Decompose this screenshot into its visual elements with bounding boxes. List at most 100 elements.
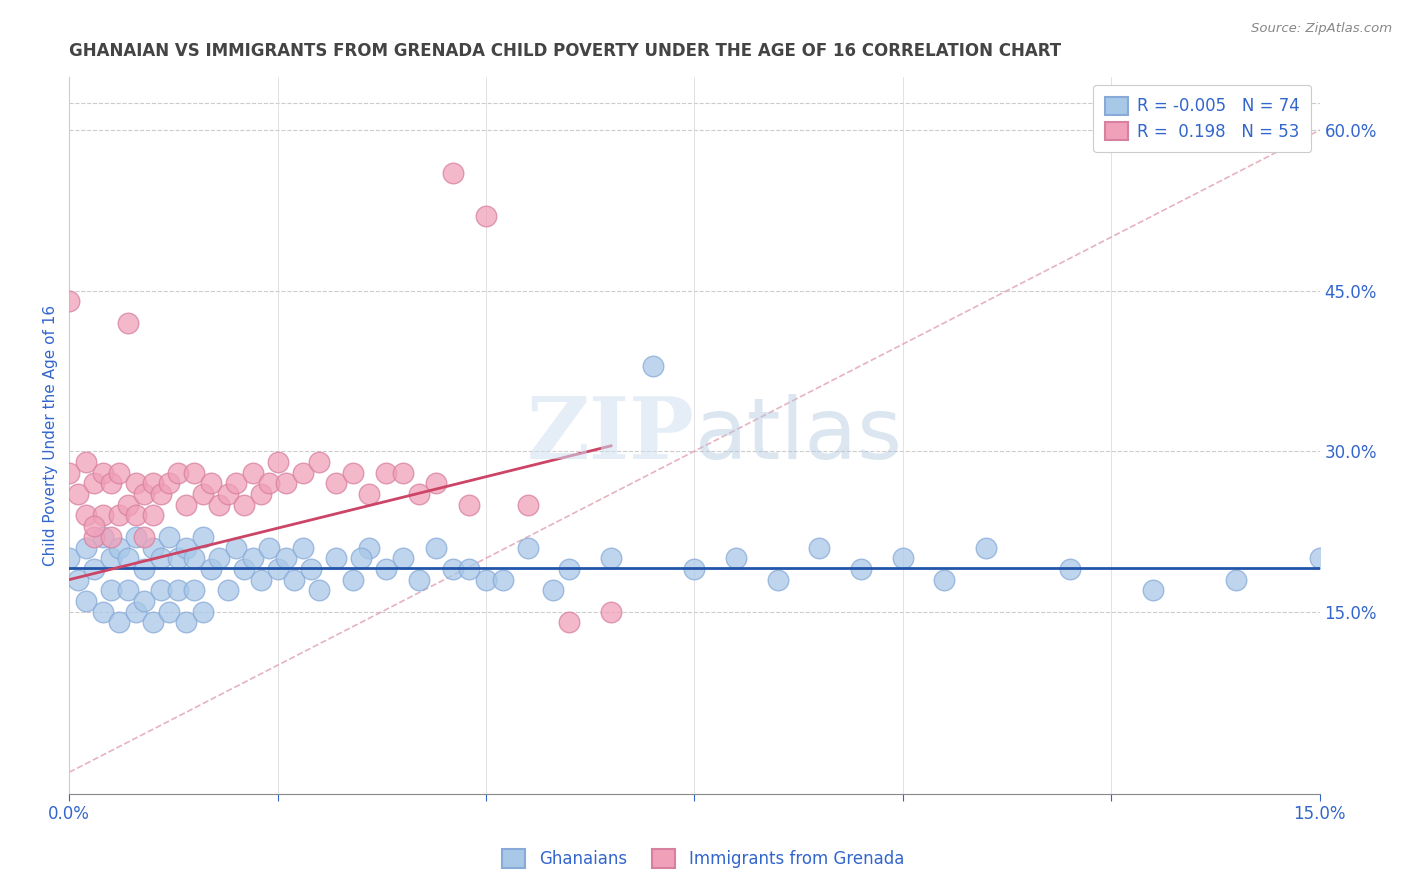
- Point: [125, 508, 148, 523]
- Point: [166, 551, 188, 566]
- Point: [142, 508, 165, 523]
- Point: [291, 466, 314, 480]
- Point: [100, 530, 122, 544]
- Point: [808, 541, 831, 555]
- Point: [259, 541, 281, 555]
- Point: [274, 476, 297, 491]
- Point: [325, 551, 347, 566]
- Point: [291, 541, 314, 555]
- Point: [174, 615, 197, 630]
- Point: [142, 476, 165, 491]
- Point: [516, 541, 538, 555]
- Point: [350, 551, 373, 566]
- Point: [600, 551, 623, 566]
- Point: [217, 487, 239, 501]
- Point: [66, 573, 89, 587]
- Point: [100, 583, 122, 598]
- Point: [157, 530, 180, 544]
- Point: [375, 562, 398, 576]
- Point: [250, 573, 273, 587]
- Legend: R = -0.005   N = 74, R =  0.198   N = 53: R = -0.005 N = 74, R = 0.198 N = 53: [1094, 85, 1312, 153]
- Point: [183, 551, 205, 566]
- Point: [375, 466, 398, 480]
- Point: [75, 594, 97, 608]
- Point: [75, 541, 97, 555]
- Point: [1059, 562, 1081, 576]
- Point: [425, 476, 447, 491]
- Point: [200, 562, 222, 576]
- Point: [75, 455, 97, 469]
- Point: [541, 583, 564, 598]
- Point: [891, 551, 914, 566]
- Y-axis label: Child Poverty Under the Age of 16: Child Poverty Under the Age of 16: [44, 304, 58, 566]
- Point: [58, 551, 80, 566]
- Point: [1309, 551, 1331, 566]
- Point: [83, 476, 105, 491]
- Point: [558, 615, 581, 630]
- Point: [683, 562, 706, 576]
- Point: [125, 530, 148, 544]
- Point: [274, 551, 297, 566]
- Point: [259, 476, 281, 491]
- Point: [558, 562, 581, 576]
- Point: [342, 573, 364, 587]
- Point: [225, 476, 247, 491]
- Point: [283, 573, 305, 587]
- Point: [174, 498, 197, 512]
- Point: [149, 583, 172, 598]
- Point: [516, 498, 538, 512]
- Point: [1142, 583, 1164, 598]
- Point: [342, 466, 364, 480]
- Point: [134, 562, 156, 576]
- Legend: Ghanaians, Immigrants from Grenada: Ghanaians, Immigrants from Grenada: [495, 843, 911, 875]
- Point: [75, 508, 97, 523]
- Point: [250, 487, 273, 501]
- Point: [149, 487, 172, 501]
- Point: [1225, 573, 1247, 587]
- Point: [225, 541, 247, 555]
- Point: [233, 562, 256, 576]
- Point: [391, 466, 413, 480]
- Point: [208, 498, 231, 512]
- Point: [149, 551, 172, 566]
- Point: [125, 476, 148, 491]
- Point: [441, 562, 464, 576]
- Point: [458, 562, 481, 576]
- Point: [183, 466, 205, 480]
- Point: [134, 487, 156, 501]
- Point: [91, 466, 114, 480]
- Point: [108, 466, 131, 480]
- Point: [134, 530, 156, 544]
- Point: [125, 605, 148, 619]
- Point: [934, 573, 956, 587]
- Point: [359, 487, 381, 501]
- Point: [183, 583, 205, 598]
- Point: [242, 466, 264, 480]
- Point: [117, 551, 139, 566]
- Point: [83, 562, 105, 576]
- Point: [325, 476, 347, 491]
- Point: [58, 294, 80, 309]
- Point: [166, 466, 188, 480]
- Point: [766, 573, 789, 587]
- Point: [83, 519, 105, 533]
- Point: [83, 530, 105, 544]
- Text: atlas: atlas: [695, 393, 903, 476]
- Point: [600, 605, 623, 619]
- Point: [117, 583, 139, 598]
- Point: [200, 476, 222, 491]
- Point: [308, 583, 330, 598]
- Point: [100, 551, 122, 566]
- Point: [641, 359, 664, 373]
- Point: [142, 615, 165, 630]
- Point: [108, 615, 131, 630]
- Point: [157, 476, 180, 491]
- Point: [142, 541, 165, 555]
- Point: [191, 530, 214, 544]
- Text: GHANAIAN VS IMMIGRANTS FROM GRENADA CHILD POVERTY UNDER THE AGE OF 16 CORRELATIO: GHANAIAN VS IMMIGRANTS FROM GRENADA CHIL…: [69, 42, 1062, 60]
- Point: [66, 487, 89, 501]
- Point: [266, 455, 288, 469]
- Point: [117, 316, 139, 330]
- Point: [157, 605, 180, 619]
- Point: [391, 551, 413, 566]
